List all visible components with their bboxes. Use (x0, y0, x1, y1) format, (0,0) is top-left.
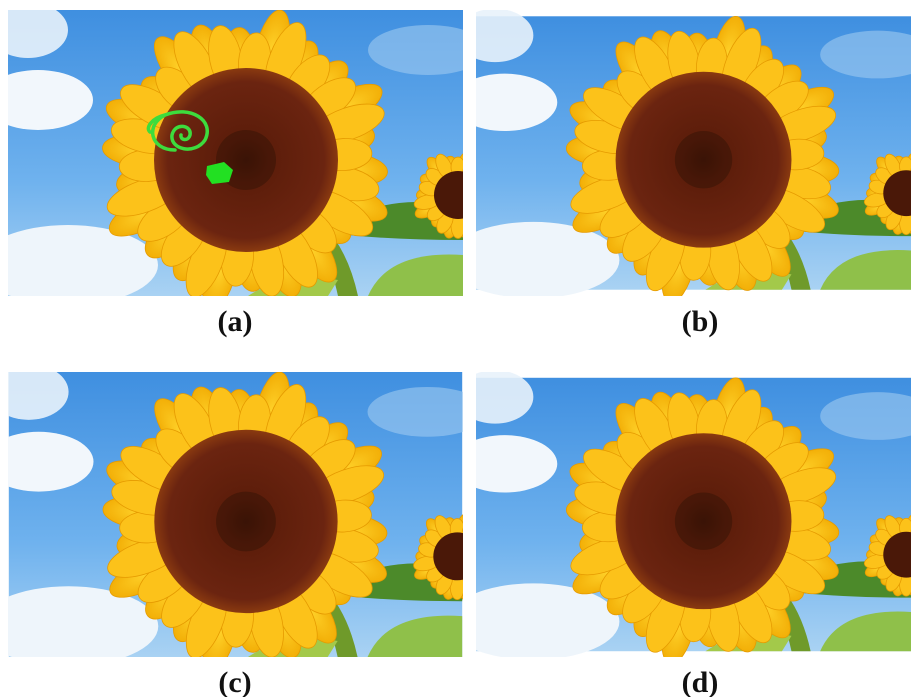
panel-c-image (0, 364, 502, 674)
panel-a-image (0, 2, 503, 313)
panel-d-image (447, 370, 921, 667)
panel-label: (a) (218, 305, 253, 338)
panel-label: (c) (218, 666, 251, 697)
page: (a) (b) (c) (d) (() => { const data = JS… (0, 0, 921, 697)
panel-label: (b) (682, 305, 719, 338)
panel-b-image (447, 9, 921, 306)
figure: (a) (b) (c) (d) (0, 0, 921, 697)
panel-label: (d) (682, 666, 719, 697)
